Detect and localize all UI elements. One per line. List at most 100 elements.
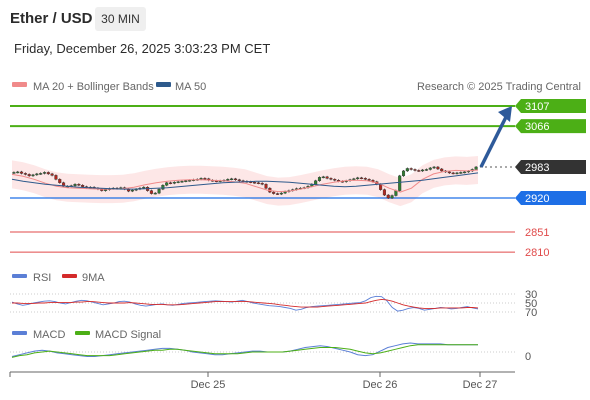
candle-body xyxy=(424,169,428,171)
candle-body xyxy=(104,189,108,191)
interval-button[interactable]: 30 MIN xyxy=(95,7,146,31)
rsi-legend-label: RSI xyxy=(33,272,51,284)
candle-body xyxy=(451,172,455,175)
candle-body xyxy=(226,179,230,181)
candle-body xyxy=(58,179,62,183)
candle-body xyxy=(253,182,257,184)
candle-body xyxy=(237,179,241,181)
rsi-tick-50: 50 xyxy=(525,298,537,310)
level-tag-2810: 2810 xyxy=(525,247,549,259)
candle-body xyxy=(405,168,409,172)
candle-body xyxy=(12,172,16,174)
forecast-arrow-head xyxy=(498,105,512,122)
candle-body xyxy=(31,174,35,177)
candle-body xyxy=(390,195,394,199)
candle-body xyxy=(382,189,386,196)
level-tag-bg-2920 xyxy=(515,191,586,205)
x-axis: Dec 25 Dec 26 Dec 27 xyxy=(9,371,515,391)
candle-body xyxy=(463,171,467,174)
timestamp: Friday, December 26, 2025 3:03:23 PM CET xyxy=(14,41,271,56)
macd-panel: 0 xyxy=(10,342,531,363)
candle-body xyxy=(199,178,203,180)
candle-body xyxy=(367,179,371,181)
candle-body xyxy=(142,186,146,189)
candle-body xyxy=(459,172,463,174)
x-tick-label: Dec 26 xyxy=(363,379,398,391)
candle-body xyxy=(314,180,318,185)
price-levels xyxy=(10,104,515,253)
candle-body xyxy=(398,175,402,191)
candle-body xyxy=(184,180,188,182)
candle-body xyxy=(386,194,390,199)
candle-body xyxy=(260,183,264,185)
candle-body xyxy=(153,192,157,195)
moving-averages xyxy=(11,169,479,193)
candle-body xyxy=(329,178,333,180)
price-level-tags: 3107 3066 2983 2920 2851 2810 xyxy=(515,98,586,259)
candle-body xyxy=(417,170,421,172)
candle-body xyxy=(157,188,161,194)
ma50-line xyxy=(11,172,479,190)
ma20-line xyxy=(11,169,479,193)
candle-body xyxy=(130,189,134,192)
forecast-arrow-shaft xyxy=(479,114,509,168)
candle-body xyxy=(176,181,180,183)
candle-body xyxy=(46,172,50,175)
rsi-tick-70: 70 xyxy=(525,307,537,319)
level-tag-bg-3066 xyxy=(515,119,586,134)
candle-body xyxy=(275,193,280,195)
forecast-arrow xyxy=(479,105,512,168)
candle-body xyxy=(455,172,459,175)
candle-body xyxy=(81,185,85,187)
candle-body xyxy=(432,166,436,169)
candle-body xyxy=(233,178,237,181)
candle-body xyxy=(188,180,192,182)
candle-body xyxy=(279,192,283,195)
ma50-legend-swatch xyxy=(156,82,171,87)
candle-body xyxy=(474,166,478,170)
x-tick-label: Dec 25 xyxy=(191,379,226,391)
candle-body xyxy=(447,171,451,174)
candle-body xyxy=(409,168,413,170)
macd-signal-line xyxy=(11,344,478,358)
candle-body xyxy=(317,177,322,181)
candle-body xyxy=(356,177,360,180)
rsi-ma-line xyxy=(12,298,479,309)
candle-body xyxy=(363,178,367,180)
candle-body xyxy=(20,171,24,174)
level-tag-2851: 2851 xyxy=(525,227,549,239)
candle-body xyxy=(39,173,43,175)
candle-body xyxy=(50,173,54,176)
candle-body xyxy=(77,184,81,186)
macd-legend-swatch xyxy=(12,331,27,335)
macd-legend-label: MACD xyxy=(33,329,65,341)
candle-body xyxy=(352,178,356,181)
ma50-legend-label: MA 50 xyxy=(175,81,206,93)
ma20-legend-swatch xyxy=(12,82,27,87)
candle-body xyxy=(73,184,77,186)
candle-body xyxy=(54,175,58,180)
candle-body xyxy=(359,177,364,180)
candle-body xyxy=(27,174,31,177)
candle-body xyxy=(401,170,406,177)
rsi-line xyxy=(11,295,479,312)
candle-body xyxy=(203,178,207,180)
macd-line xyxy=(11,342,478,357)
bollinger-bands xyxy=(12,156,478,207)
macd-tick-0: 0 xyxy=(525,351,531,363)
candle-body xyxy=(256,182,260,184)
bollinger-band-fill xyxy=(12,156,478,207)
candle-body xyxy=(42,172,47,174)
level-tag-bg-3107 xyxy=(515,98,586,113)
macd-signal-legend-label: MACD Signal xyxy=(95,329,161,341)
candle-body xyxy=(436,166,440,170)
candle-body xyxy=(413,169,417,171)
candle-body xyxy=(440,168,444,172)
level-tag-bg-2983 xyxy=(515,160,586,174)
candle-body xyxy=(180,181,184,183)
candle-body xyxy=(172,182,176,184)
candle-body xyxy=(264,184,268,189)
x-tick-label: Dec 27 xyxy=(463,379,498,391)
